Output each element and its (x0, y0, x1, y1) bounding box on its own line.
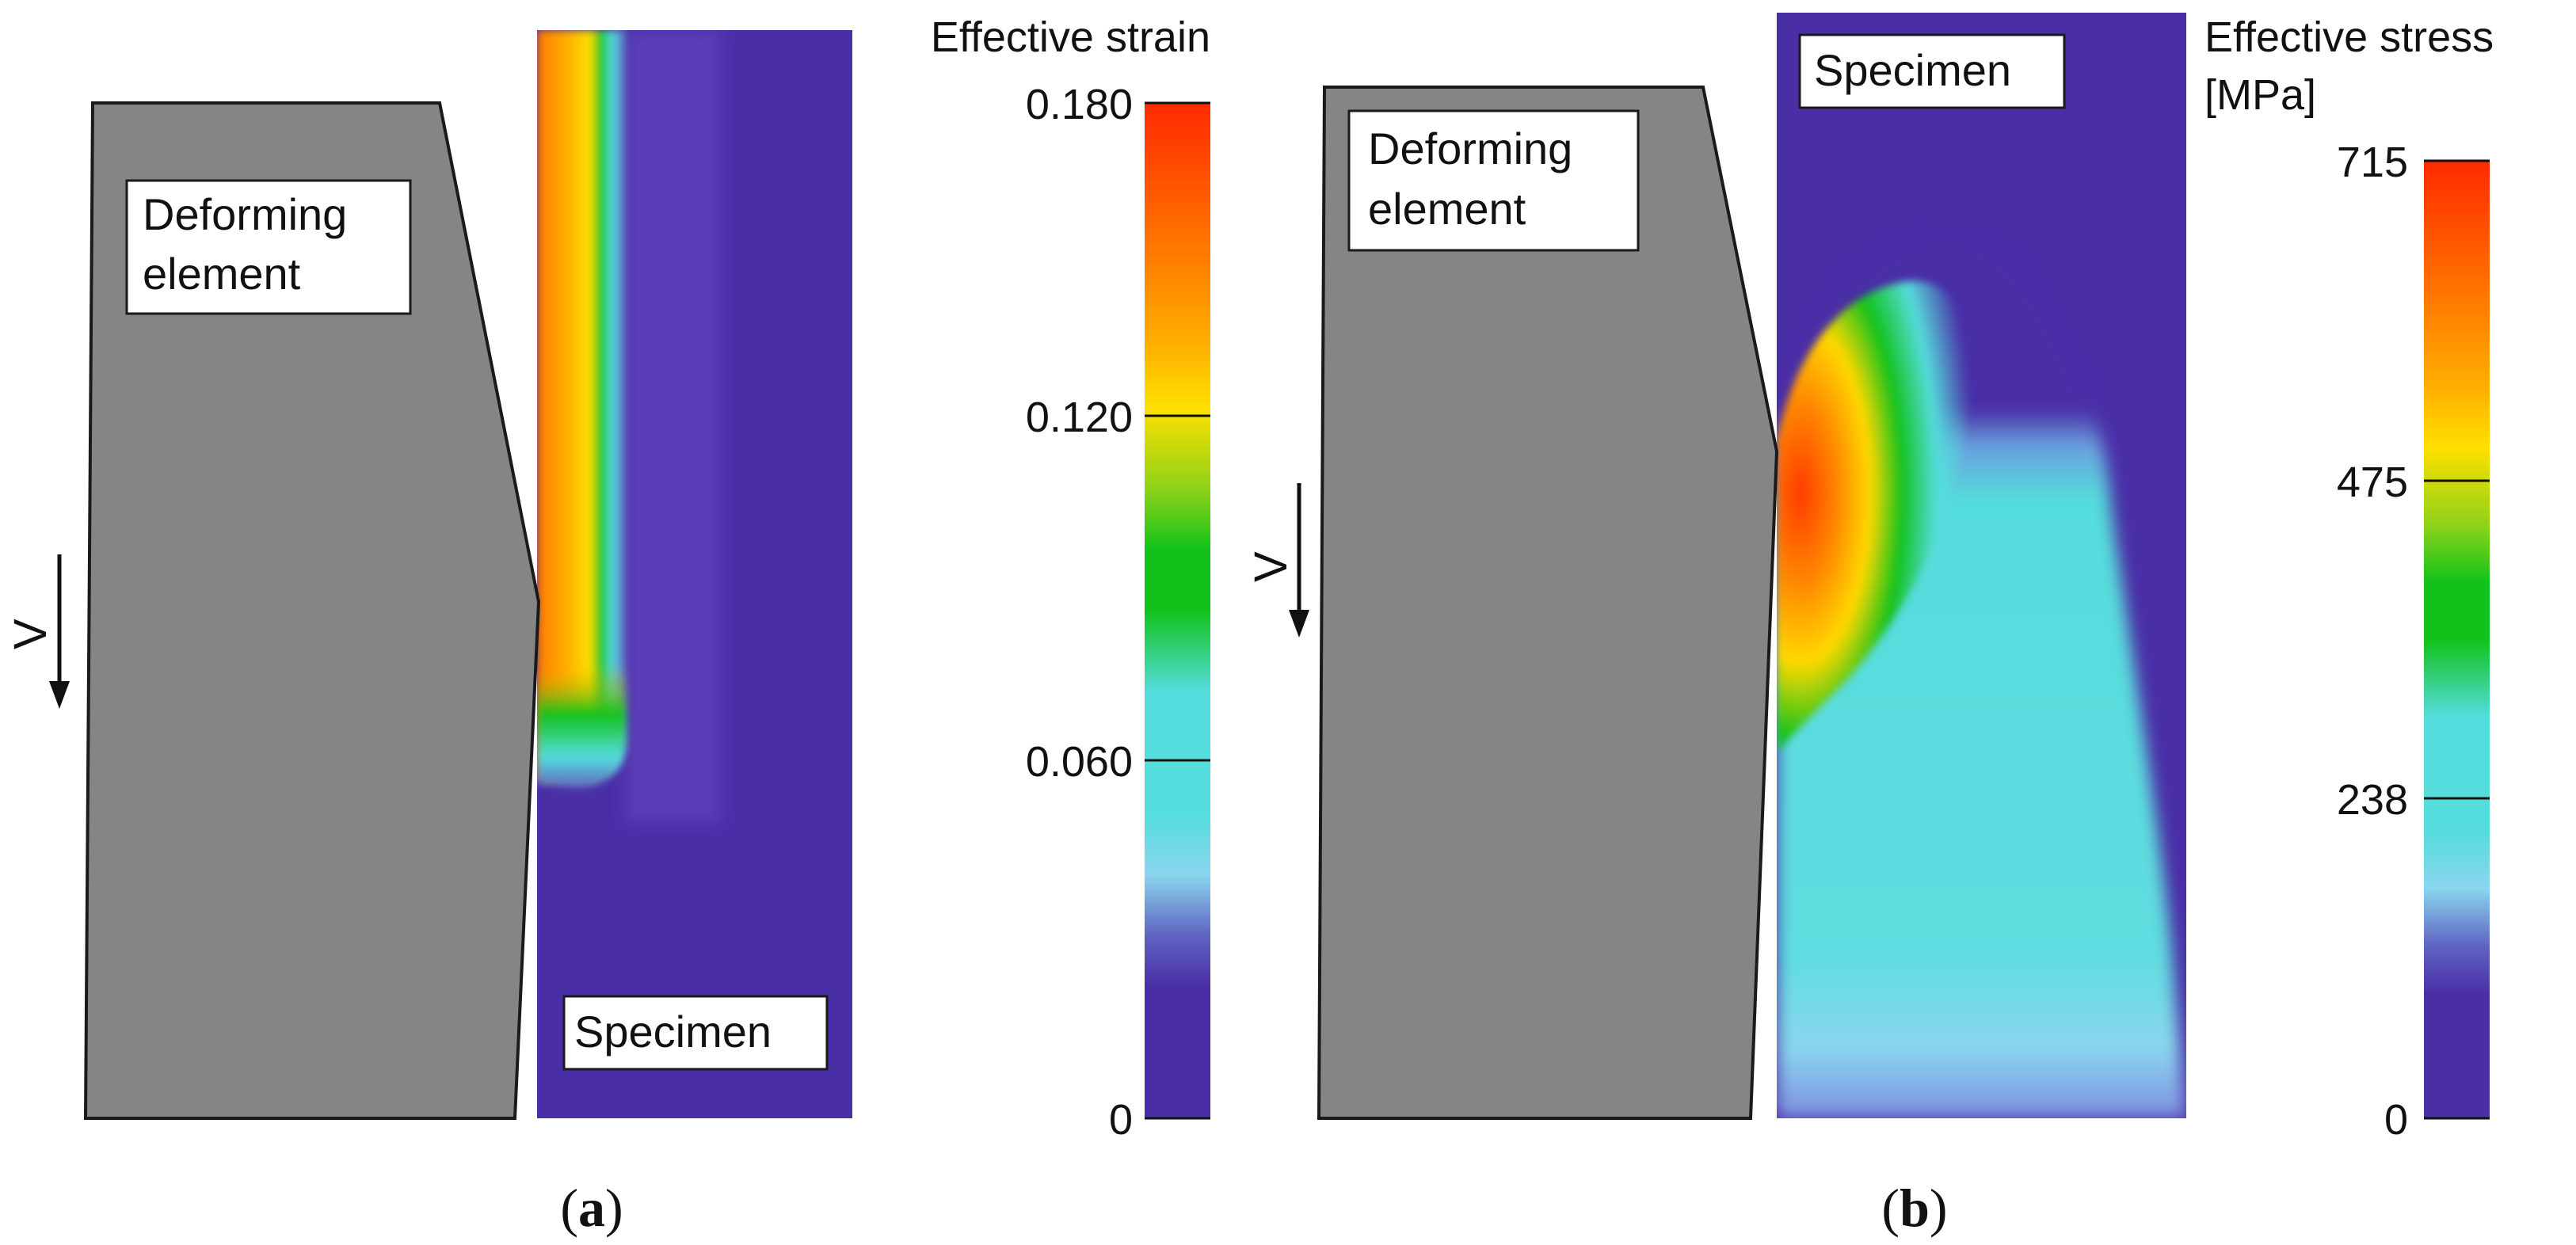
legend-tick-a-0: 0.180 (1026, 81, 1133, 128)
deforming-element-a (83, 101, 541, 1120)
deforming-element-b (1317, 86, 1779, 1120)
velocity-label-b: V (1245, 551, 1297, 582)
legend-tick-b-3: 0 (2384, 1096, 2408, 1144)
legend-tick-b-0: 715 (2337, 139, 2408, 186)
colorbar-b (2424, 159, 2490, 1120)
element-label-line1-a: Deforming (143, 189, 347, 239)
specimen-label-b: Specimen (1798, 33, 2066, 109)
deforming-element-label-b: Deforming element (1347, 109, 1640, 252)
legend-title-b-line1: Effective stress (2204, 13, 2494, 61)
legend-tick-a-3: 0 (1109, 1096, 1133, 1144)
panel-a: Deforming element Specimen V Effective s… (5, 13, 1210, 1238)
deforming-element-label-a: Deforming element (125, 179, 412, 315)
element-label-line2-b: element (1368, 184, 1526, 234)
legend-tick-a-1: 0.120 (1026, 394, 1133, 441)
panel-b: Deforming element Specimen V Effective s… (1245, 13, 2494, 1238)
colorbar-a (1145, 101, 1210, 1120)
specimen-label-text-b: Specimen (1814, 45, 2011, 95)
velocity-label-a: V (5, 619, 56, 649)
caption-a: (a) (560, 1178, 623, 1238)
specimen-label-a: Specimen (562, 995, 829, 1071)
legend-title-b-line2: [MPa] (2204, 71, 2316, 119)
caption-b: (b) (1881, 1178, 1947, 1238)
specimen-label-text-a: Specimen (574, 1007, 772, 1057)
legend-tick-b-2: 238 (2337, 776, 2408, 824)
legend-tick-a-2: 0.060 (1026, 738, 1133, 786)
specimen-field-b (1777, 13, 2186, 1118)
element-label-line1-b: Deforming (1368, 124, 1572, 173)
legend-title-a: Effective strain (931, 13, 1210, 61)
legend-tick-b-1: 475 (2337, 459, 2408, 506)
element-label-line2-a: element (143, 249, 301, 299)
velocity-arrow-a (49, 554, 70, 709)
velocity-arrow-b (1289, 483, 1309, 638)
specimen-field-a (537, 30, 852, 1118)
